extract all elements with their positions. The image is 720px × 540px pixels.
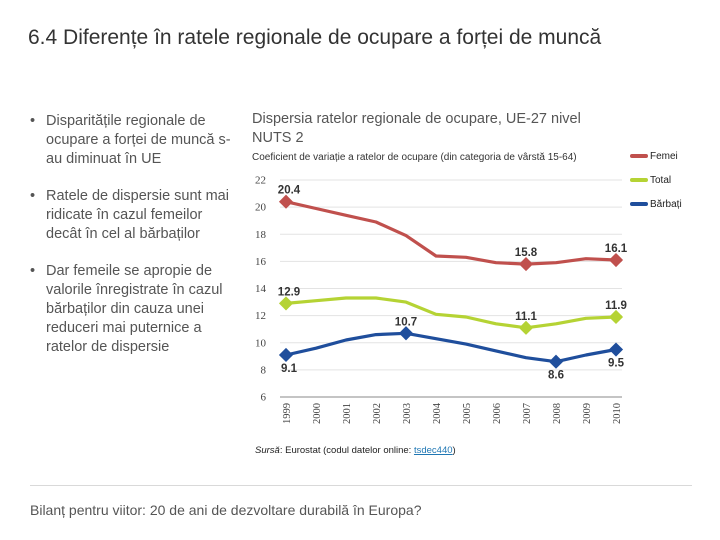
- data-point-marker: [278, 194, 294, 209]
- bullet-item: Ratele de dispersie sunt mai ridicate în…: [30, 187, 240, 244]
- bullet-item: Disparitățile regionale de ocupare a for…: [30, 112, 240, 169]
- y-tick-label: 16: [255, 256, 267, 268]
- data-label: 9.5: [608, 358, 625, 370]
- y-tick-label: 14: [255, 283, 267, 295]
- data-label: 16.1: [605, 243, 628, 255]
- x-tick-label: 2009: [582, 403, 593, 424]
- series-line-total: [284, 296, 618, 330]
- series-line-brbai: [284, 331, 618, 364]
- data-label: 11.1: [515, 311, 537, 323]
- legend-item-femei: Femei: [626, 151, 718, 175]
- source-label: Sursă: [255, 445, 280, 456]
- x-tick-label: 2010: [612, 403, 623, 424]
- slide-title: 6.4 Diferențe în ratele regionale de ocu…: [28, 26, 602, 49]
- legend-item-barbati: Bărbați: [626, 199, 718, 223]
- data-point-marker: [278, 296, 294, 311]
- chart-subtitle: Coeficient de variație a ratelor de ocup…: [252, 152, 577, 163]
- x-tick-label: 2000: [312, 403, 323, 424]
- x-tick-label: 2002: [372, 403, 383, 424]
- y-tick-label: 18: [255, 229, 267, 241]
- bullet-list: Disparitățile regionale de ocupare a for…: [30, 112, 240, 375]
- legend-item-total: Total: [626, 175, 718, 199]
- data-point-marker: [518, 257, 534, 272]
- chart-title: Dispersia ratelor regionale de ocupare, …: [252, 111, 581, 146]
- legend-swatch-total: [630, 178, 648, 182]
- data-point-marker: [608, 309, 624, 325]
- legend-swatch-femei: [630, 154, 648, 158]
- y-tick-label: 6: [261, 392, 267, 404]
- data-label: 15.8: [515, 247, 538, 259]
- source-code-link[interactable]: tsdec440: [413, 445, 453, 456]
- y-tick-label: 10: [255, 337, 267, 349]
- data-point-marker: [608, 342, 624, 357]
- data-point-marker: [278, 347, 294, 363]
- y-tick-label: 8: [261, 364, 267, 376]
- y-tick-label: 22: [255, 175, 266, 187]
- data-point-marker: [398, 326, 414, 341]
- x-tick-label: 2005: [462, 403, 473, 424]
- x-tick-label: 2008: [552, 403, 563, 424]
- data-label: 10.7: [395, 316, 417, 328]
- data-label: 9.1: [281, 363, 298, 375]
- x-tick-label: 2006: [492, 403, 503, 424]
- source-text: : Eurostat (codul datelor online:: [279, 445, 414, 456]
- y-tick-label: 12: [255, 310, 266, 322]
- footer-divider: [30, 485, 692, 486]
- y-tick-label: 20: [255, 202, 267, 214]
- data-label: 11.9: [605, 300, 627, 312]
- data-label: 12.9: [278, 286, 300, 298]
- x-tick-label: 2007: [522, 403, 533, 424]
- chart-legend: Femei Total Bărbați: [626, 151, 718, 223]
- data-label: 8.6: [548, 370, 564, 382]
- data-point-marker: [518, 320, 534, 335]
- chart-source: Sursă: Eurostat (codul datelor online: t…: [255, 445, 456, 456]
- legend-label-barbati: Bărbați: [650, 199, 682, 210]
- data-label: 20.4: [278, 185, 301, 197]
- series-line-femei: [284, 200, 618, 266]
- bullet-item: Dar femeile se apropie de valorile înreg…: [30, 262, 240, 357]
- x-tick-label: 2004: [432, 402, 443, 424]
- dispersion-line-chart: 6 8 10 12 14 16 18 20 22 1999 2000 2001 2002 2003 2004…: [255, 175, 628, 425]
- legend-swatch-barbati: [630, 202, 648, 206]
- x-tick-label: 1999: [282, 403, 293, 424]
- data-point-marker: [608, 252, 624, 268]
- legend-label-femei: Femei: [650, 151, 678, 162]
- slide-footer: Bilanț pentru viitor: 20 de ani de dezvo…: [30, 502, 422, 518]
- x-tick-label: 2003: [402, 403, 413, 424]
- data-point-marker: [548, 354, 564, 369]
- x-tick-label: 2001: [342, 403, 353, 424]
- source-close: ): [452, 445, 456, 456]
- legend-label-total: Total: [650, 175, 672, 186]
